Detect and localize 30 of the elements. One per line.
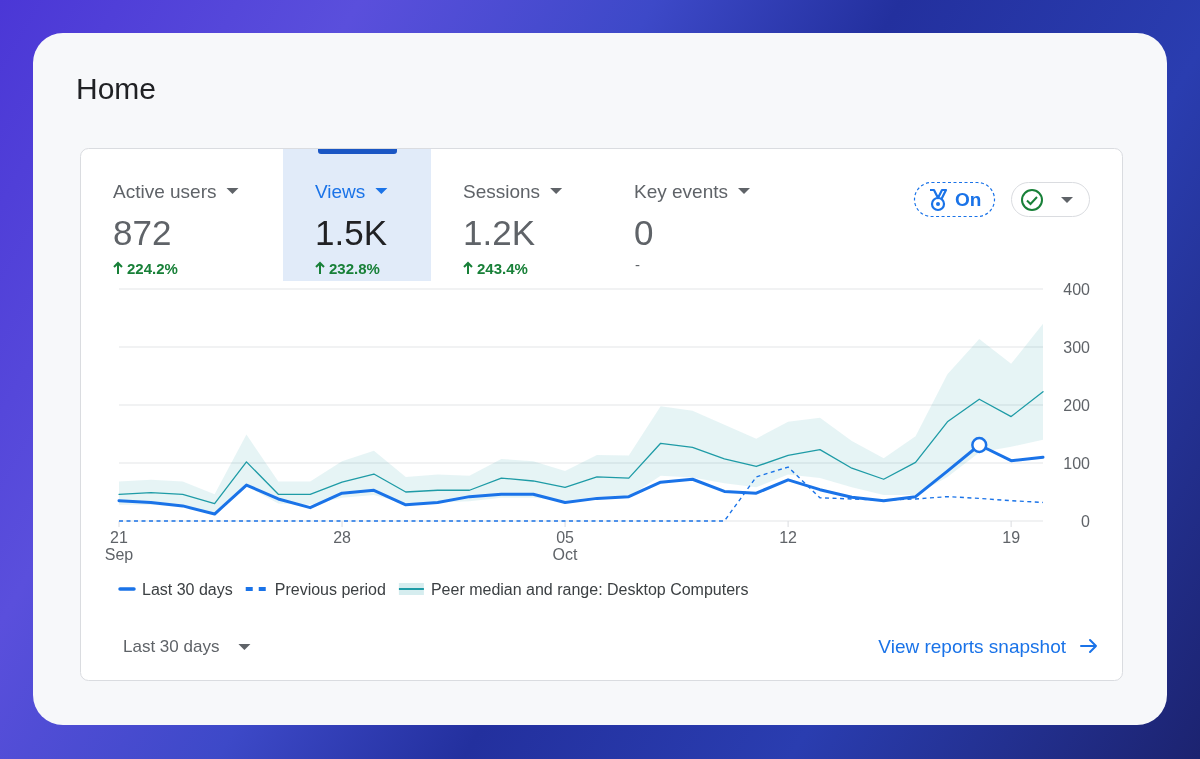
text: 243.4% <box>477 260 528 277</box>
text: - <box>635 256 640 273</box>
text: On <box>955 189 982 210</box>
text: 1.5K <box>315 213 387 252</box>
text: Active users <box>113 181 217 202</box>
text: 224.2% <box>127 260 178 277</box>
x-tick-label: 21 Sep <box>104 529 134 563</box>
text: Last 30 days <box>123 637 220 656</box>
x-tick-label: 19 <box>1002 529 1021 546</box>
text: 1.2K <box>463 213 535 252</box>
legend-label: Previous period <box>274 581 386 598</box>
y-tick-label: 300 <box>1063 338 1091 356</box>
x-tick-label: 28 <box>333 529 352 546</box>
line-series <box>118 391 1044 505</box>
y-tick-label: 400 <box>1063 280 1091 298</box>
text: 872 <box>113 213 172 252</box>
text: 0 <box>634 213 654 252</box>
text: Key events <box>634 181 728 202</box>
x-tick-label: 05 Oct <box>552 529 579 563</box>
text: View reports snapshot <box>878 636 1067 657</box>
chart-title: Home <box>76 72 157 105</box>
y-tick-label: 0 <box>1081 512 1091 530</box>
text: Sessions <box>463 181 541 202</box>
text: 232.8% <box>329 260 380 277</box>
y-tick-label: 200 <box>1063 396 1091 414</box>
legend-label: Peer median and range: Desktop Computers <box>430 581 749 598</box>
legend-label: Last 30 days <box>142 581 233 598</box>
y-tick-label: 100 <box>1063 454 1091 472</box>
text: Views <box>315 181 366 202</box>
x-tick-label: 12 <box>779 529 798 546</box>
